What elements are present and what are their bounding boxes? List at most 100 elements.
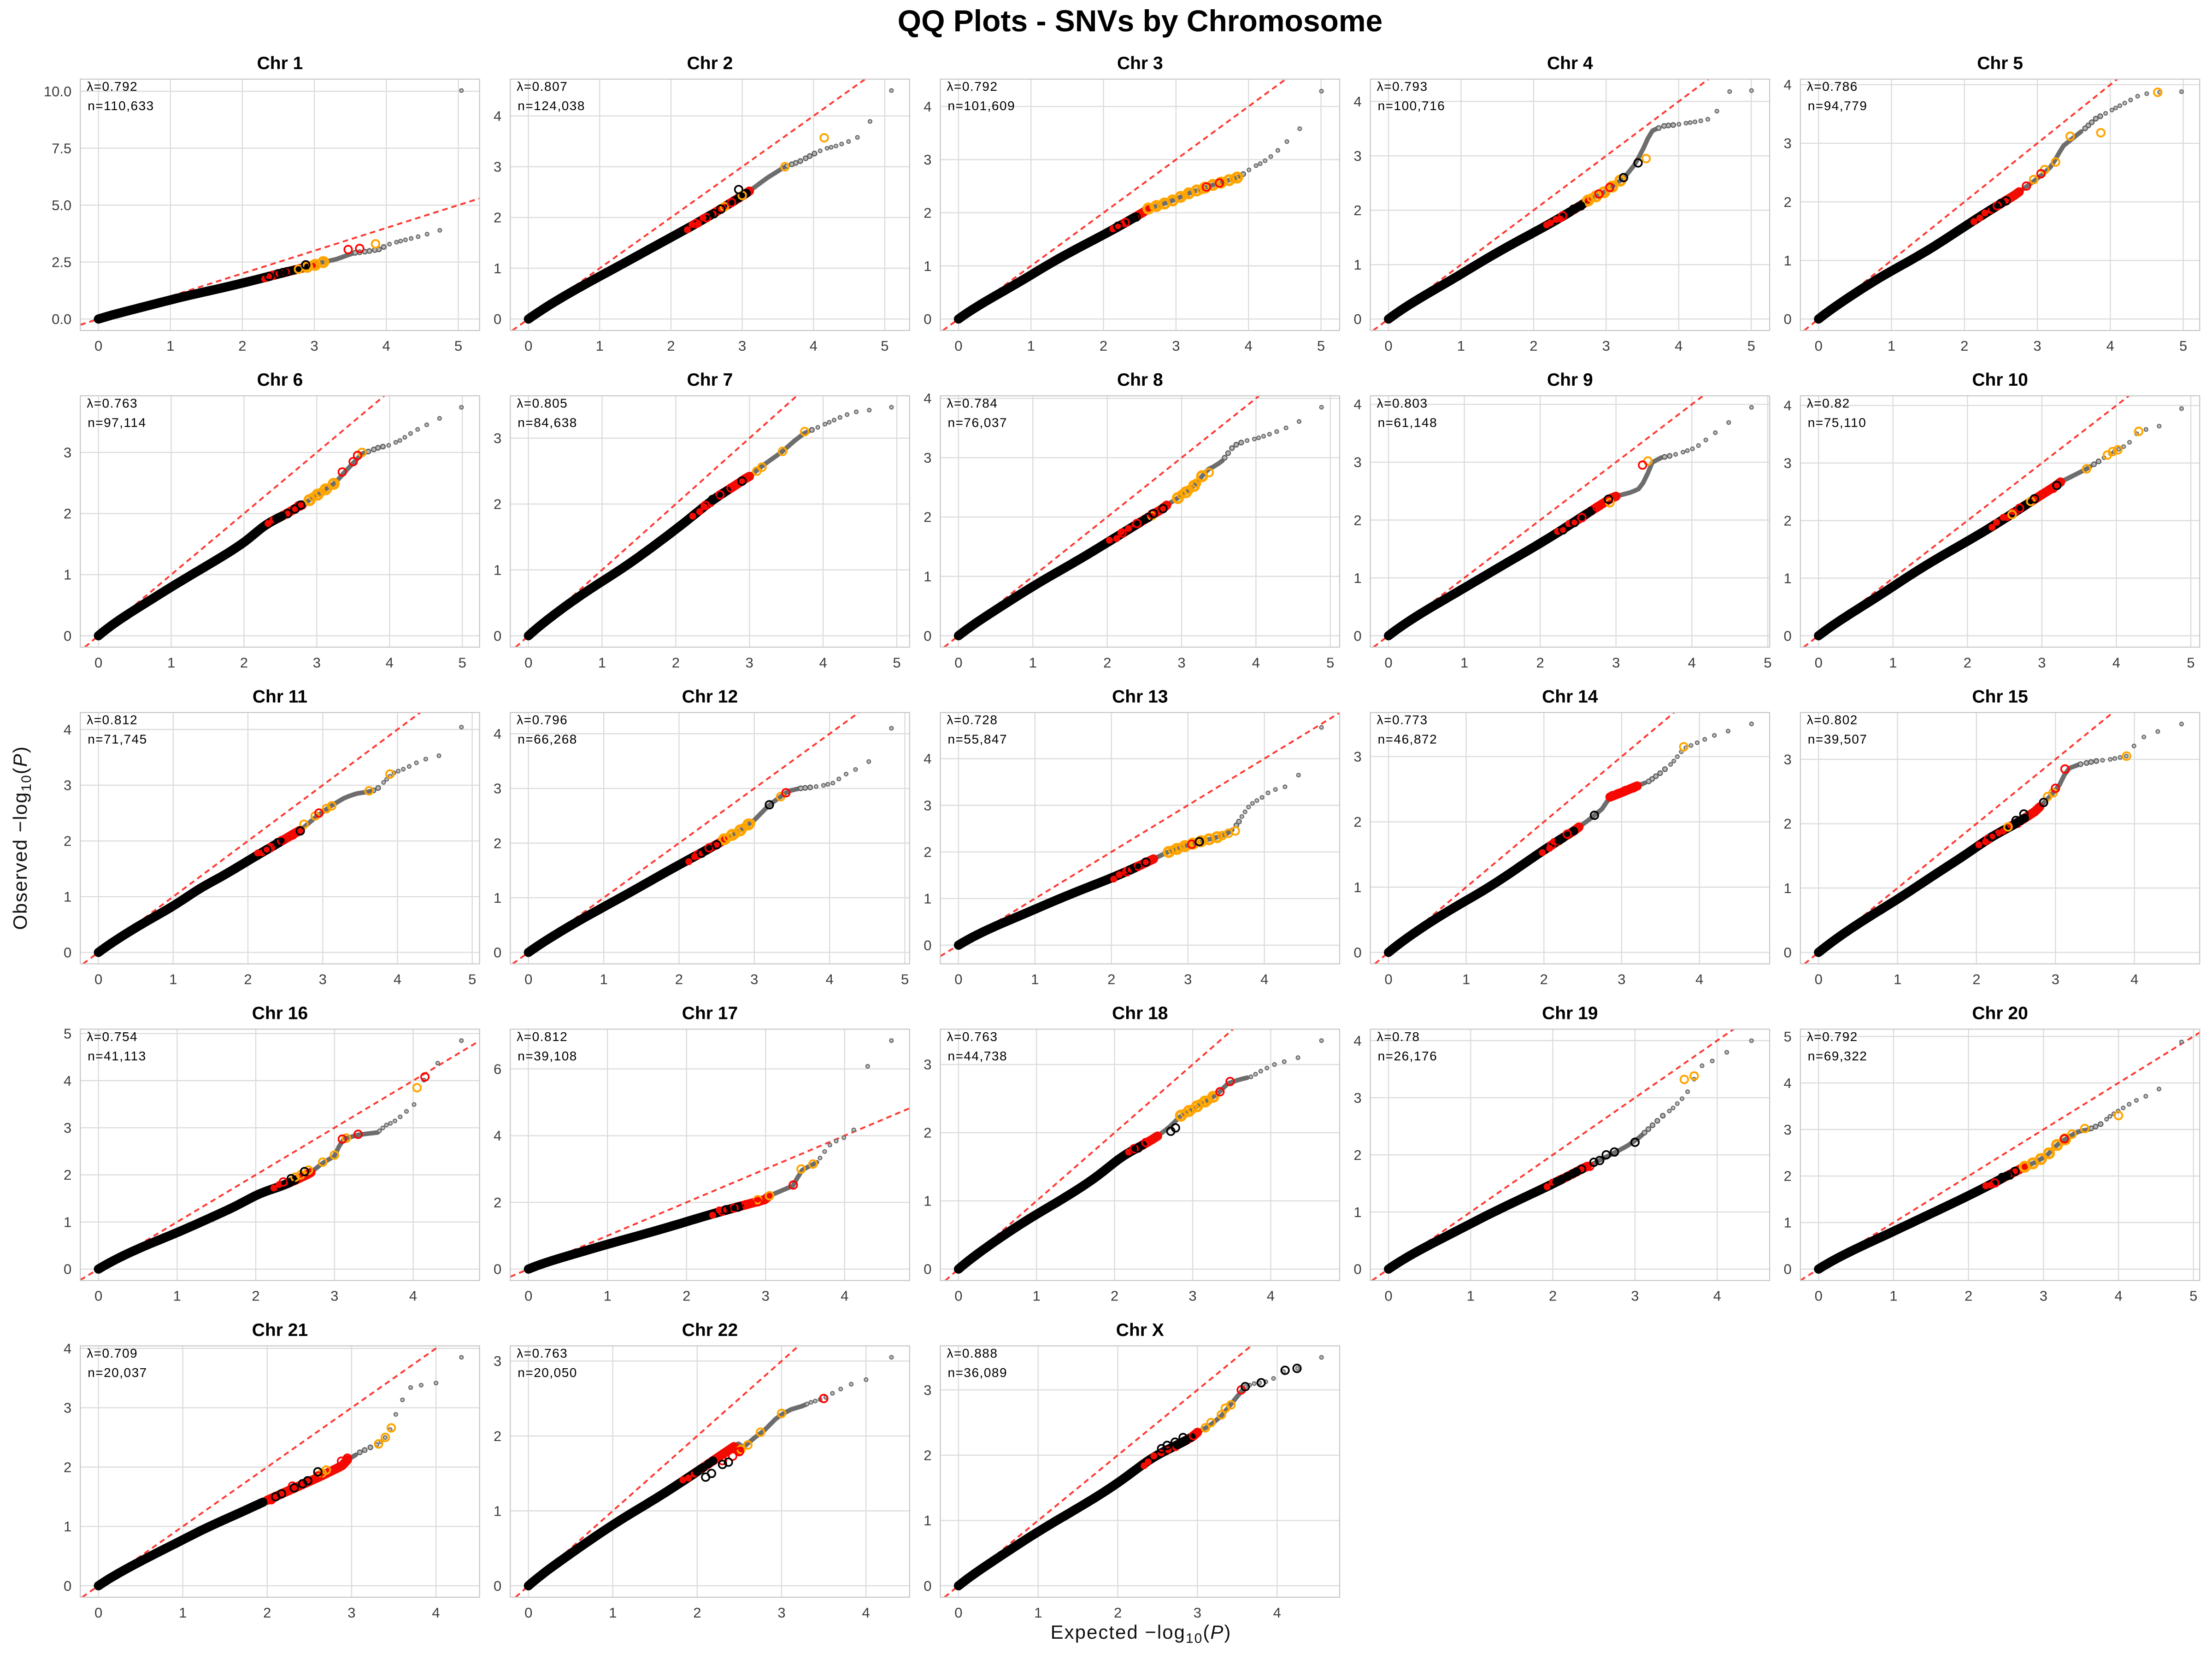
svg-text:1: 1 xyxy=(166,338,174,354)
svg-text:0: 0 xyxy=(1353,1261,1361,1277)
svg-text:Expected −log10(P): Expected −log10(P) xyxy=(1051,1621,1232,1646)
svg-text:2: 2 xyxy=(1353,512,1361,528)
svg-text:1: 1 xyxy=(494,890,501,906)
svg-text:n=20,037: n=20,037 xyxy=(88,1365,147,1380)
svg-text:3: 3 xyxy=(2052,971,2059,988)
svg-text:Observed −log10(P): Observed −log10(P) xyxy=(9,746,34,930)
svg-text:4: 4 xyxy=(394,971,401,988)
svg-text:0: 0 xyxy=(924,1261,931,1277)
svg-text:2: 2 xyxy=(64,1167,71,1183)
svg-text:3: 3 xyxy=(1784,1122,1792,1138)
svg-text:4: 4 xyxy=(382,338,390,354)
svg-text:1: 1 xyxy=(64,889,71,905)
svg-text:3: 3 xyxy=(1188,1288,1196,1304)
svg-text:1: 1 xyxy=(169,971,177,988)
svg-text:1: 1 xyxy=(167,654,175,671)
svg-text:0: 0 xyxy=(1353,628,1361,644)
svg-text:n=94,779: n=94,779 xyxy=(1808,99,1868,113)
svg-text:0: 0 xyxy=(1815,654,1823,671)
svg-text:Chr 4: Chr 4 xyxy=(1547,53,1593,73)
svg-text:λ=0.78: λ=0.78 xyxy=(1377,1030,1420,1044)
svg-text:3: 3 xyxy=(746,654,753,671)
svg-text:n=75,110: n=75,110 xyxy=(1808,415,1867,429)
svg-text:2: 2 xyxy=(1111,1288,1118,1304)
svg-text:3: 3 xyxy=(924,1057,931,1073)
svg-text:4: 4 xyxy=(1260,971,1268,988)
svg-text:0: 0 xyxy=(1384,971,1392,988)
svg-text:2: 2 xyxy=(667,338,675,354)
svg-text:Chr X: Chr X xyxy=(1116,1320,1164,1340)
svg-text:1: 1 xyxy=(1353,879,1361,895)
svg-text:2: 2 xyxy=(924,509,931,525)
svg-text:1: 1 xyxy=(1027,338,1035,354)
svg-text:4: 4 xyxy=(64,722,71,738)
svg-text:0: 0 xyxy=(924,311,931,327)
svg-text:3: 3 xyxy=(738,338,746,354)
svg-text:2: 2 xyxy=(672,654,680,671)
svg-text:Chr 11: Chr 11 xyxy=(253,687,307,706)
svg-text:1: 1 xyxy=(924,1193,931,1209)
svg-text:n=20,050: n=20,050 xyxy=(518,1365,577,1380)
svg-text:λ=0.792: λ=0.792 xyxy=(87,79,138,94)
svg-text:4: 4 xyxy=(386,654,394,671)
svg-text:2: 2 xyxy=(1103,654,1111,671)
svg-text:n=97,114: n=97,114 xyxy=(88,415,147,429)
svg-text:6: 6 xyxy=(494,1061,501,1077)
svg-text:2: 2 xyxy=(1530,338,1537,354)
svg-text:1: 1 xyxy=(1889,654,1897,671)
svg-text:2: 2 xyxy=(693,1605,701,1621)
svg-text:4: 4 xyxy=(494,1128,501,1144)
svg-text:4: 4 xyxy=(1695,971,1703,988)
svg-text:n=41,113: n=41,113 xyxy=(88,1049,147,1063)
svg-text:n=110,633: n=110,633 xyxy=(88,99,154,113)
svg-text:4: 4 xyxy=(1245,338,1253,354)
svg-text:Chr 18: Chr 18 xyxy=(1112,1004,1168,1024)
svg-text:n=46,872: n=46,872 xyxy=(1378,732,1438,747)
svg-text:4: 4 xyxy=(1713,1288,1721,1304)
svg-text:0: 0 xyxy=(524,1605,532,1621)
svg-text:1: 1 xyxy=(64,1518,71,1535)
svg-text:λ=0.802: λ=0.802 xyxy=(1807,713,1858,727)
svg-text:1: 1 xyxy=(494,1503,501,1519)
svg-text:2: 2 xyxy=(494,835,501,851)
svg-text:n=101,609: n=101,609 xyxy=(948,99,1016,113)
svg-text:1: 1 xyxy=(173,1288,181,1304)
svg-text:4: 4 xyxy=(64,1341,71,1357)
svg-text:0: 0 xyxy=(1815,338,1823,354)
svg-text:3: 3 xyxy=(924,152,931,168)
svg-text:λ=0.786: λ=0.786 xyxy=(1807,79,1858,94)
svg-text:0: 0 xyxy=(924,937,931,953)
svg-text:Chr 5: Chr 5 xyxy=(1977,53,2023,73)
svg-text:0: 0 xyxy=(94,1605,102,1621)
svg-text:1: 1 xyxy=(924,258,931,274)
svg-text:3: 3 xyxy=(494,781,501,797)
svg-text:4: 4 xyxy=(409,1288,417,1304)
svg-text:1: 1 xyxy=(596,338,604,354)
svg-text:2: 2 xyxy=(244,971,252,988)
svg-text:3: 3 xyxy=(1172,338,1180,354)
svg-text:0: 0 xyxy=(954,654,962,671)
svg-text:3: 3 xyxy=(313,654,321,671)
svg-text:2: 2 xyxy=(1353,202,1361,218)
svg-text:1: 1 xyxy=(64,1214,71,1230)
svg-text:2: 2 xyxy=(1784,194,1792,210)
svg-text:3: 3 xyxy=(1353,454,1361,471)
svg-text:3: 3 xyxy=(1194,1605,1201,1621)
svg-text:2: 2 xyxy=(238,338,246,354)
svg-text:1: 1 xyxy=(1353,1204,1361,1220)
svg-text:1: 1 xyxy=(1888,338,1895,354)
svg-text:0: 0 xyxy=(494,628,501,644)
svg-text:3: 3 xyxy=(1353,148,1361,164)
svg-text:3: 3 xyxy=(64,777,71,794)
svg-text:1: 1 xyxy=(1034,1605,1042,1621)
svg-text:7.5: 7.5 xyxy=(52,140,71,156)
svg-text:0: 0 xyxy=(94,1288,102,1304)
svg-text:3: 3 xyxy=(924,797,931,813)
svg-text:Chr 6: Chr 6 xyxy=(257,370,303,390)
svg-text:n=61,148: n=61,148 xyxy=(1378,415,1438,429)
svg-text:4: 4 xyxy=(924,390,931,406)
svg-text:n=124,038: n=124,038 xyxy=(518,99,585,113)
svg-text:0: 0 xyxy=(64,945,71,961)
svg-text:0: 0 xyxy=(494,1578,501,1594)
svg-text:2.5: 2.5 xyxy=(52,254,71,271)
